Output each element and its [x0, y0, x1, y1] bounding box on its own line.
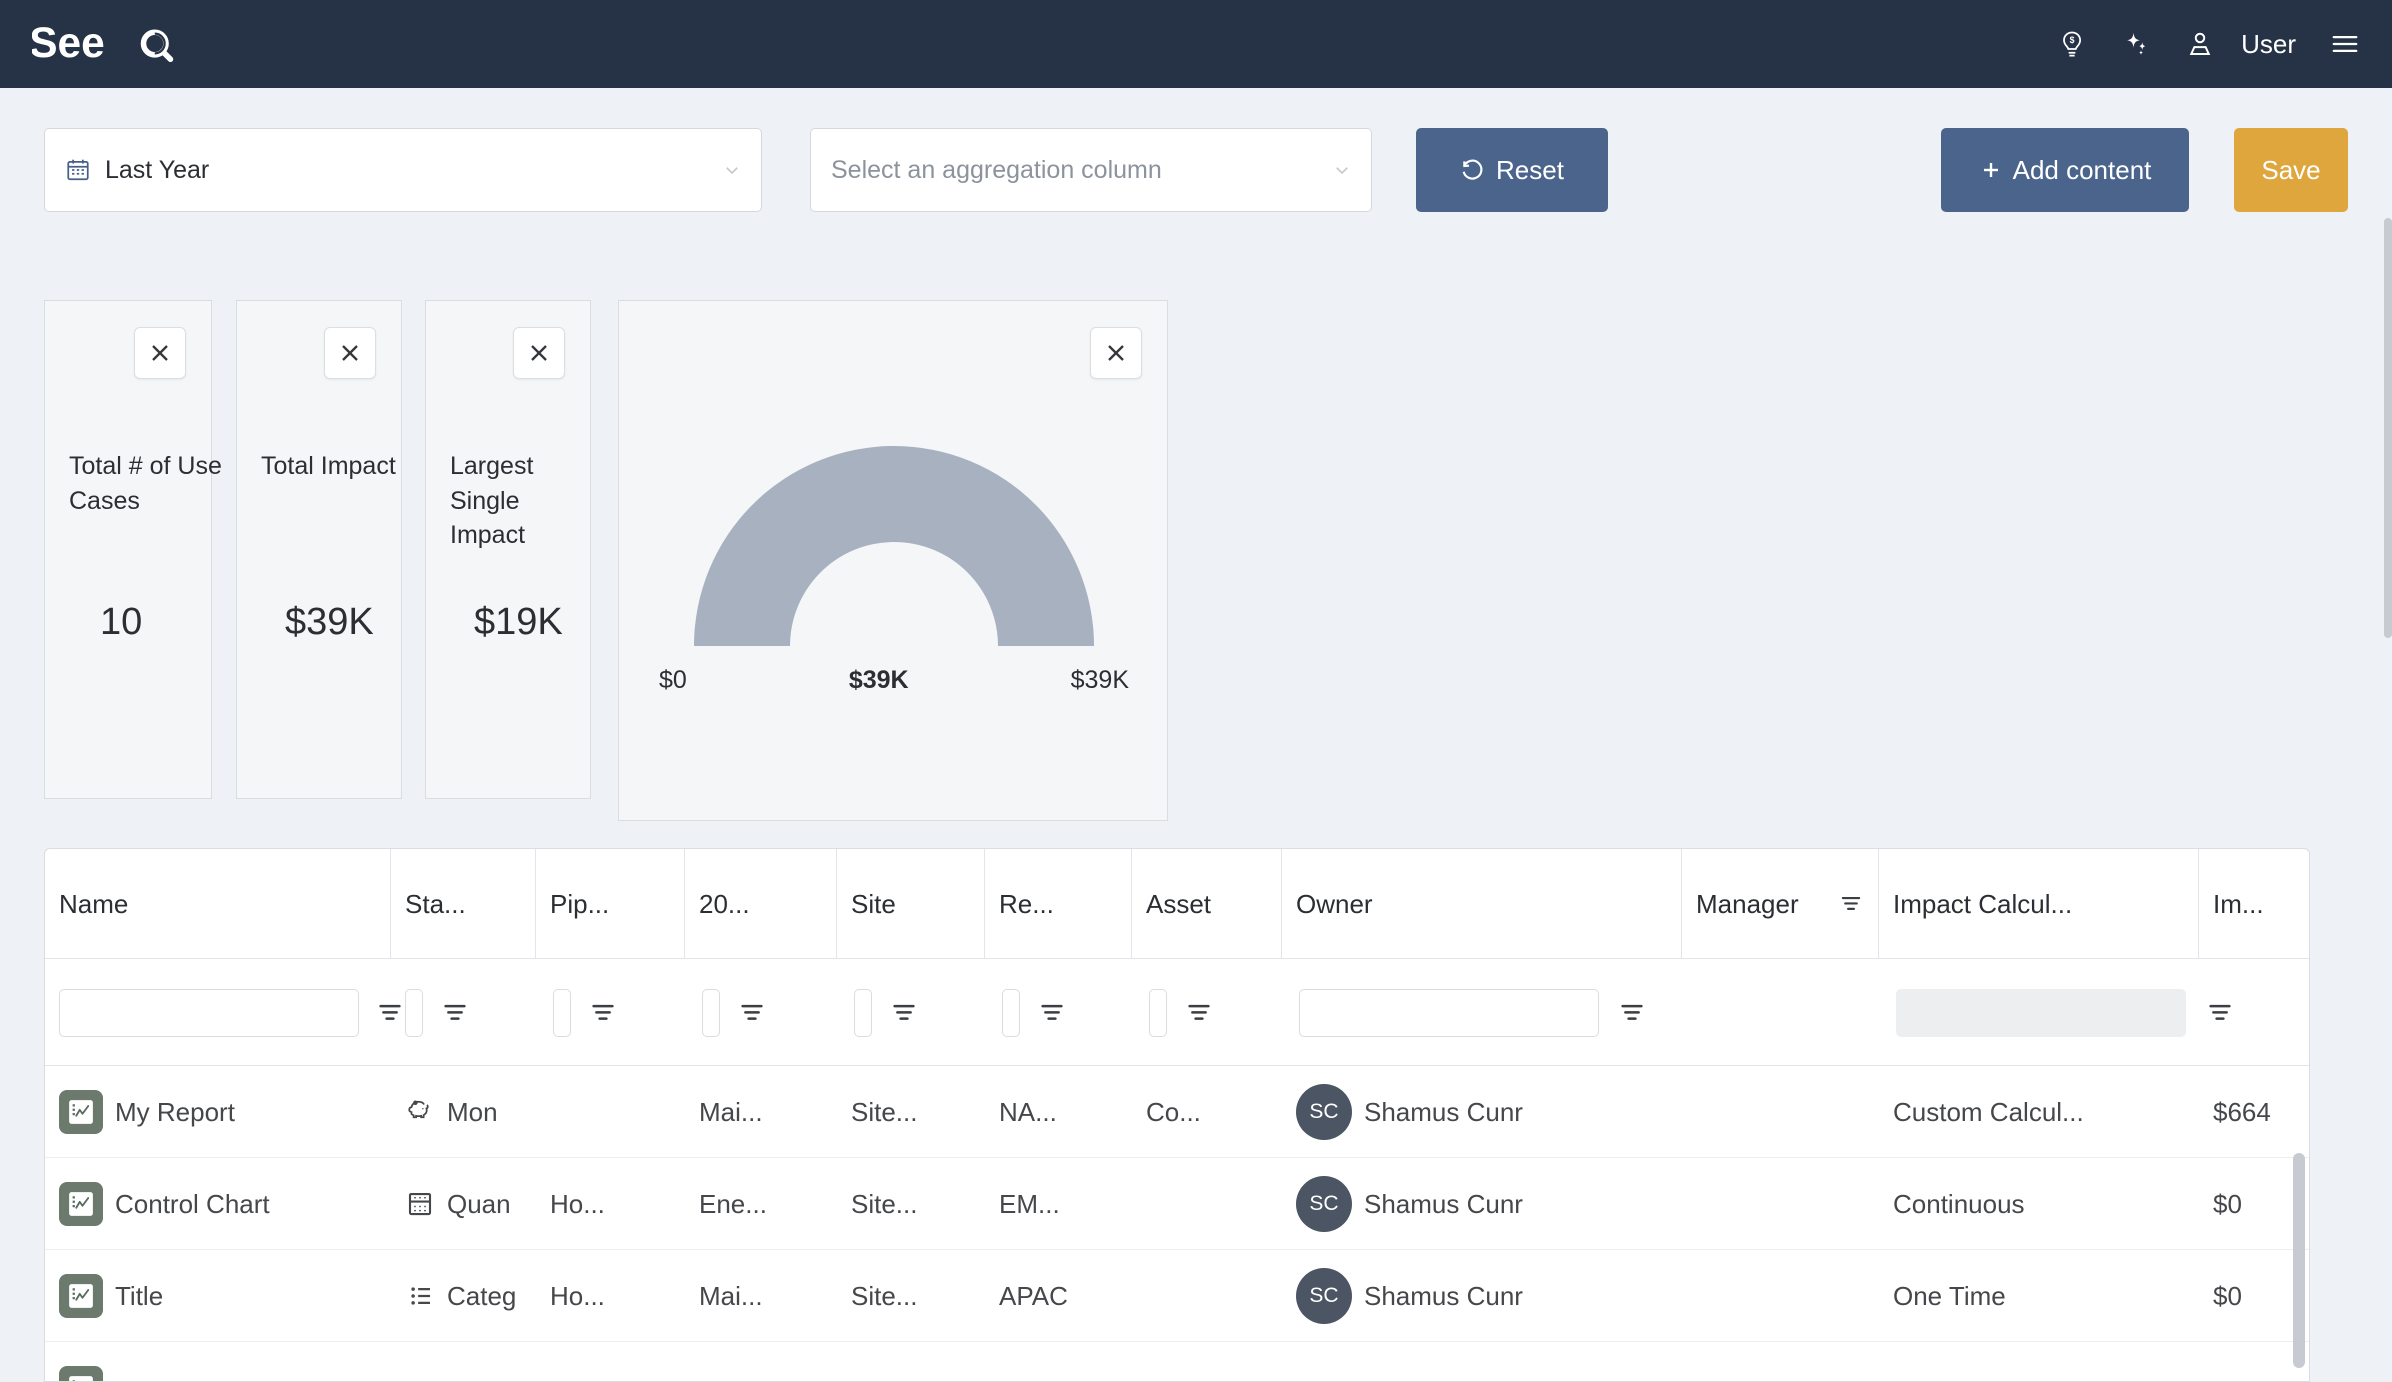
- svg-text:See: See: [32, 20, 105, 66]
- svg-text:$: $: [2070, 35, 2075, 45]
